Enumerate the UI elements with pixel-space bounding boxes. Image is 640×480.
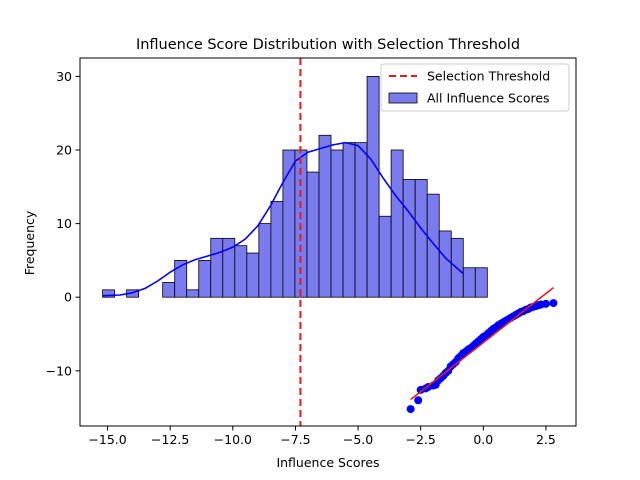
histogram-bar (318, 134, 332, 298)
histogram-bar (210, 237, 224, 298)
y-tick-label: 30 (56, 69, 72, 84)
histogram-bar (366, 76, 380, 298)
legend-label: All Influence Scores (427, 91, 550, 106)
histogram-bar (270, 201, 284, 298)
x-tick-label: −2.5 (406, 432, 436, 447)
histogram-bar (426, 193, 440, 298)
histogram-bar (102, 289, 115, 298)
x-tick-label: −10.0 (214, 432, 252, 447)
histogram-bar (258, 223, 272, 298)
x-axis: −15.0 −12.5 −10.0 −7.5 −5.0 −2.5 0.0 2.5 (88, 426, 556, 447)
x-tick-label: 0.0 (473, 432, 493, 447)
y-tick-label: 20 (56, 143, 72, 158)
histogram-bar (306, 171, 320, 298)
histogram-bar (390, 149, 404, 298)
plot-frame (79, 57, 577, 427)
qq-point (414, 396, 423, 405)
legend-label: Selection Threshold (427, 69, 550, 84)
legend: Selection Threshold All Influence Scores (380, 63, 570, 112)
histogram-bar (246, 252, 260, 298)
x-tick-label: 2.5 (536, 432, 556, 447)
histogram-bar (438, 230, 452, 298)
histogram-bar (462, 267, 476, 298)
x-tick-label: −7.5 (280, 432, 310, 447)
legend-box (380, 63, 570, 112)
legend-histogram-swatch (388, 92, 418, 104)
qq-point (549, 299, 558, 308)
histogram-bar (402, 179, 416, 298)
y-axis: −10 0 10 20 30 (46, 69, 80, 378)
x-axis-label: Influence Scores (276, 455, 379, 470)
qq-reference-line (410, 287, 554, 401)
histogram-bar (198, 259, 212, 298)
histogram-bar (342, 142, 356, 298)
y-tick-label: 0 (64, 290, 72, 305)
x-tick-label: −5.0 (343, 432, 373, 447)
histogram-bar (474, 267, 488, 298)
y-tick-label: 10 (56, 216, 72, 231)
plot-area (79, 57, 577, 427)
histogram-bar (186, 289, 200, 298)
histogram-bar (354, 142, 368, 298)
x-tick-label: −12.5 (151, 432, 189, 447)
y-tick-label: −10 (46, 363, 72, 378)
histogram-bar (162, 282, 176, 298)
kde-line (102, 141, 464, 297)
histogram-bar (174, 259, 188, 298)
histogram-bar (378, 215, 392, 298)
histogram-bar (234, 245, 248, 298)
histogram-bar (414, 179, 428, 298)
qq-point (406, 405, 415, 414)
histogram-bar (330, 149, 344, 298)
x-tick-label: −15.0 (88, 432, 126, 447)
y-axis-label: Frequency (22, 210, 37, 275)
chart-title: Influence Score Distribution with Select… (136, 37, 520, 53)
qq-point (541, 299, 550, 308)
